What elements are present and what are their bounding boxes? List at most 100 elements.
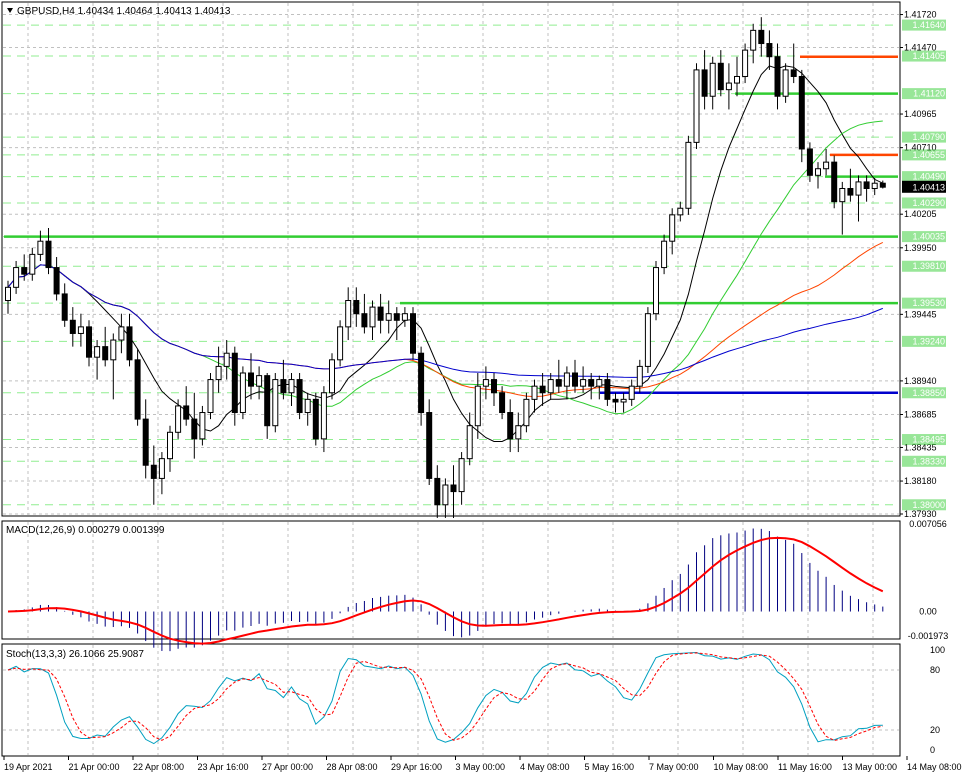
candle-body[interactable] bbox=[434, 477, 441, 506]
candle-body[interactable] bbox=[304, 398, 311, 414]
candle-body[interactable] bbox=[134, 359, 141, 420]
candle-body[interactable] bbox=[644, 313, 651, 367]
candle-body[interactable] bbox=[264, 375, 271, 427]
candle-body[interactable] bbox=[790, 69, 797, 77]
candle-body[interactable] bbox=[248, 372, 254, 387]
candle-body[interactable] bbox=[142, 418, 149, 466]
stoch-pane[interactable] bbox=[1, 643, 901, 757]
candle-body[interactable] bbox=[442, 484, 449, 506]
candle-body[interactable] bbox=[175, 405, 182, 433]
candle-body[interactable] bbox=[839, 187, 846, 203]
candle-body[interactable] bbox=[815, 168, 821, 176]
candle-body[interactable] bbox=[847, 187, 854, 196]
candle-body[interactable] bbox=[734, 75, 740, 84]
candle-body[interactable] bbox=[798, 75, 805, 150]
candle-body[interactable] bbox=[758, 29, 765, 45]
candle-body[interactable] bbox=[685, 141, 692, 209]
candle-body[interactable] bbox=[531, 385, 538, 400]
candle-body[interactable] bbox=[53, 267, 60, 295]
candle-body[interactable] bbox=[742, 49, 749, 77]
candle-body[interactable] bbox=[69, 319, 76, 334]
candle-body[interactable] bbox=[256, 375, 263, 387]
candle-body[interactable] bbox=[547, 379, 554, 394]
candle-body[interactable] bbox=[458, 458, 465, 493]
candle-body[interactable] bbox=[345, 300, 352, 328]
candle-body[interactable] bbox=[725, 82, 732, 91]
candle-body[interactable] bbox=[701, 69, 708, 97]
candle-body[interactable] bbox=[215, 365, 222, 381]
candle-body[interactable] bbox=[37, 240, 44, 255]
candle-body[interactable] bbox=[329, 359, 335, 394]
candle-body[interactable] bbox=[150, 464, 157, 479]
candle-body[interactable] bbox=[604, 379, 611, 400]
candle-body[interactable] bbox=[5, 286, 11, 302]
candle-body[interactable] bbox=[823, 161, 830, 170]
candle-body[interactable] bbox=[377, 306, 384, 321]
candle-body[interactable] bbox=[401, 313, 408, 321]
candle-body[interactable] bbox=[312, 398, 319, 440]
main-pane[interactable] bbox=[1, 1, 901, 517]
candle-body[interactable] bbox=[669, 214, 676, 242]
candle-body[interactable] bbox=[61, 293, 68, 321]
candle-body[interactable] bbox=[782, 69, 789, 97]
candle-body[interactable] bbox=[612, 398, 619, 403]
candle-body[interactable] bbox=[750, 29, 757, 51]
candle-body[interactable] bbox=[474, 385, 481, 427]
candle-body[interactable] bbox=[13, 267, 20, 288]
candle-body[interactable] bbox=[272, 379, 279, 427]
candle-body[interactable] bbox=[385, 313, 392, 321]
candle-body[interactable] bbox=[653, 267, 659, 315]
candle-body[interactable] bbox=[45, 240, 52, 269]
candle-body[interactable] bbox=[29, 253, 36, 275]
candle-body[interactable] bbox=[774, 56, 781, 97]
candle-body[interactable] bbox=[393, 313, 400, 321]
candle-body[interactable] bbox=[410, 313, 416, 354]
candle-body[interactable] bbox=[677, 207, 684, 216]
candle-body[interactable] bbox=[620, 398, 627, 403]
candle-body[interactable] bbox=[94, 346, 101, 358]
candle-body[interactable] bbox=[426, 412, 433, 479]
candle-body[interactable] bbox=[855, 181, 862, 196]
candle-body[interactable] bbox=[118, 326, 125, 341]
candle-body[interactable] bbox=[572, 372, 578, 387]
candle-body[interactable] bbox=[450, 484, 457, 493]
candle-body[interactable] bbox=[871, 182, 878, 189]
horizontal-levels[interactable] bbox=[4, 55, 898, 395]
candle-body[interactable] bbox=[223, 352, 230, 367]
candle-body[interactable] bbox=[296, 379, 303, 414]
candle-body[interactable] bbox=[369, 306, 376, 328]
candle-body[interactable] bbox=[709, 62, 716, 97]
candle-body[interactable] bbox=[863, 181, 870, 189]
candle-body[interactable] bbox=[77, 326, 84, 334]
candle-body[interactable] bbox=[717, 62, 724, 91]
candle-body[interactable] bbox=[588, 379, 595, 387]
candle-body[interactable] bbox=[21, 267, 28, 275]
candle-body[interactable] bbox=[361, 313, 368, 328]
candle-body[interactable] bbox=[539, 385, 546, 394]
candle-body[interactable] bbox=[466, 425, 473, 460]
candle-body[interactable] bbox=[766, 43, 773, 58]
candle-body[interactable] bbox=[191, 418, 198, 440]
candle-body[interactable] bbox=[596, 379, 603, 387]
candle-body[interactable] bbox=[199, 412, 206, 440]
candle-body[interactable] bbox=[418, 352, 425, 414]
candle-body[interactable] bbox=[806, 148, 813, 176]
candle-body[interactable] bbox=[280, 379, 287, 394]
candle-body[interactable] bbox=[288, 379, 295, 394]
candle-body[interactable] bbox=[482, 379, 489, 387]
candle-body[interactable] bbox=[507, 412, 514, 440]
candle-body[interactable] bbox=[515, 425, 522, 440]
candle-body[interactable] bbox=[491, 379, 497, 394]
macd-pane[interactable] bbox=[1, 520, 901, 640]
candle-body[interactable] bbox=[879, 182, 886, 188]
candle-body[interactable] bbox=[523, 398, 530, 427]
candle-body[interactable] bbox=[628, 385, 635, 400]
candle-body[interactable] bbox=[86, 326, 92, 358]
candle-body[interactable] bbox=[320, 392, 327, 440]
candle-body[interactable] bbox=[831, 161, 838, 203]
candle-body[interactable] bbox=[337, 326, 344, 361]
candle-body[interactable] bbox=[563, 372, 570, 387]
candle-body[interactable] bbox=[110, 339, 117, 361]
candle-body[interactable] bbox=[102, 346, 109, 361]
